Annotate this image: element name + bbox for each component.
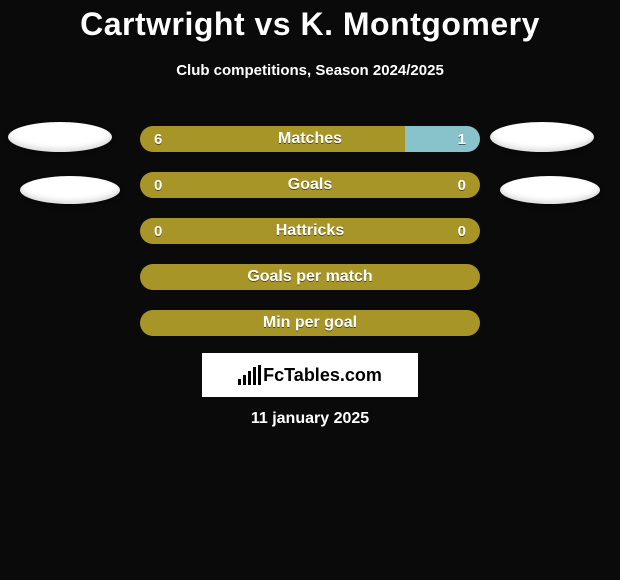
stat-bar-left: 0	[140, 218, 310, 244]
stat-row: 00Goals	[140, 172, 480, 198]
stat-bar-left: 6	[140, 126, 405, 152]
stat-value-right: 0	[458, 177, 466, 194]
stat-bar-left	[140, 310, 310, 336]
stat-value-right: 0	[458, 223, 466, 240]
date-label: 11 january 2025	[0, 410, 620, 428]
decorative-oval	[490, 122, 594, 152]
stat-row: Min per goal	[140, 310, 480, 336]
stat-bar-right	[310, 264, 480, 290]
stat-value-right: 1	[458, 131, 466, 148]
page-title: Cartwright vs K. Montgomery	[0, 6, 620, 43]
stat-value-left: 6	[154, 131, 162, 148]
decorative-oval	[8, 122, 112, 152]
decorative-oval	[500, 176, 600, 204]
logo-bars-icon	[238, 365, 261, 385]
stat-row: 61Matches	[140, 126, 480, 152]
stat-bar-right: 0	[310, 218, 480, 244]
logo-text: FcTables.com	[263, 365, 382, 386]
stat-bar-right	[310, 310, 480, 336]
page-subtitle: Club competitions, Season 2024/2025	[0, 62, 620, 79]
stat-value-left: 0	[154, 223, 162, 240]
fctables-logo: FcTables.com	[202, 353, 418, 397]
decorative-oval	[20, 176, 120, 204]
stat-bar-left: 0	[140, 172, 310, 198]
stat-bar-right: 0	[310, 172, 480, 198]
stat-value-left: 0	[154, 177, 162, 194]
stat-bar-right: 1	[405, 126, 480, 152]
stat-row: Goals per match	[140, 264, 480, 290]
stat-bar-left	[140, 264, 310, 290]
stat-row: 00Hattricks	[140, 218, 480, 244]
